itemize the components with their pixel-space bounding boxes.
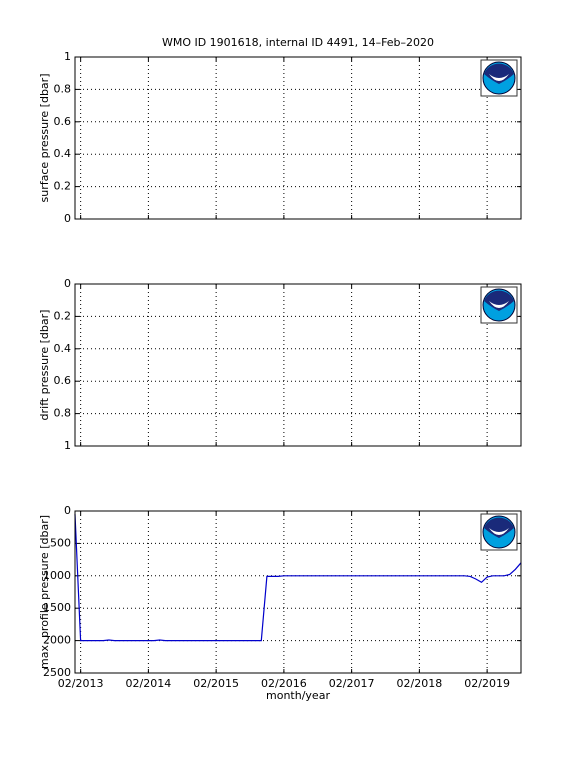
y-tick-label: 0.2: [54, 180, 72, 193]
y-tick-label: 0.2: [54, 309, 72, 322]
y-tick-label: 0.8: [54, 407, 72, 420]
y-tick-label: 2500: [43, 666, 71, 679]
logo-top: [484, 517, 514, 538]
logo: [480, 59, 518, 97]
logo-bird: [489, 74, 509, 81]
logo: [480, 513, 518, 551]
x-tick-label: 02/2013: [58, 677, 104, 690]
x-axis-label: month/year: [266, 689, 330, 702]
logo-top: [484, 63, 514, 84]
y-tick-label: 2000: [43, 634, 71, 647]
y-tick-label: 0: [64, 212, 71, 225]
x-tick-label: 02/2019: [464, 677, 510, 690]
y-axis-label: max. profile pressure [dbar]: [38, 515, 51, 669]
data-line: [74, 514, 522, 642]
axes-frame: [74, 56, 522, 220]
y-tick-label: 0.6: [54, 374, 72, 387]
y-tick-label: 0.4: [54, 147, 72, 160]
y-tick-label: 1500: [43, 601, 71, 614]
chart-title: WMO ID 1901618, internal ID 4491, 14–Feb…: [162, 36, 434, 49]
x-tick-label: 02/2015: [193, 677, 239, 690]
y-tick-label: 500: [50, 536, 71, 549]
y-tick-label: 0: [64, 277, 71, 290]
x-tick-label: 02/2016: [261, 677, 307, 690]
logo-top: [484, 290, 514, 311]
y-tick-label: 1: [64, 439, 71, 452]
axes-frame: [74, 283, 522, 447]
logo-bird: [489, 528, 509, 535]
axes-frame: [74, 510, 522, 674]
y-tick-label: 0.8: [54, 82, 72, 95]
y-axis-label: drift pressure [dbar]: [38, 310, 51, 421]
y-tick-label: 0: [64, 504, 71, 517]
x-tick-label: 02/2018: [397, 677, 443, 690]
logo-bird: [489, 301, 509, 308]
x-tick-label: 02/2017: [329, 677, 375, 690]
x-tick-label: 02/2014: [126, 677, 172, 690]
y-tick-label: 1: [64, 50, 71, 63]
y-tick-label: 0.6: [54, 115, 72, 128]
y-tick-label: 0.4: [54, 342, 72, 355]
logo: [480, 286, 518, 324]
y-axis-label: surface pressure [dbar]: [38, 74, 51, 203]
y-tick-label: 1000: [43, 569, 71, 582]
